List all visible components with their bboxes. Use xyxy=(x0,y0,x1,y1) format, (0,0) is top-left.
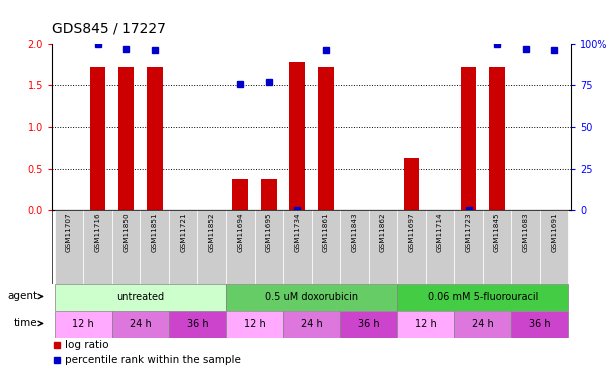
Text: GSM11716: GSM11716 xyxy=(95,213,101,252)
Bar xyxy=(112,310,169,338)
Bar xyxy=(489,67,505,210)
Bar xyxy=(283,310,340,338)
Bar xyxy=(169,210,197,284)
Bar xyxy=(283,210,312,284)
Text: 12 h: 12 h xyxy=(415,319,437,329)
Bar xyxy=(455,210,483,284)
Text: 24 h: 24 h xyxy=(130,319,152,329)
Bar xyxy=(340,310,397,338)
Text: log ratio: log ratio xyxy=(65,340,108,350)
Bar xyxy=(461,67,477,210)
Bar xyxy=(312,210,340,284)
Text: agent: agent xyxy=(7,291,37,302)
Text: GSM11691: GSM11691 xyxy=(551,213,557,252)
Bar xyxy=(426,210,455,284)
Bar xyxy=(226,310,283,338)
Text: GSM11723: GSM11723 xyxy=(466,213,472,252)
Text: GSM11707: GSM11707 xyxy=(66,213,72,252)
Bar xyxy=(511,210,540,284)
Text: GSM11861: GSM11861 xyxy=(323,213,329,252)
Text: 12 h: 12 h xyxy=(73,319,94,329)
Bar xyxy=(340,210,368,284)
Text: GSM11850: GSM11850 xyxy=(123,213,129,252)
Text: GDS845 / 17227: GDS845 / 17227 xyxy=(52,21,166,35)
Text: GSM11851: GSM11851 xyxy=(152,213,158,252)
Bar xyxy=(455,310,511,338)
Text: time: time xyxy=(14,318,37,328)
Bar xyxy=(511,310,568,338)
Text: GSM11695: GSM11695 xyxy=(266,213,272,252)
Bar xyxy=(261,178,277,210)
Text: 0.5 uM doxorubicin: 0.5 uM doxorubicin xyxy=(265,292,358,302)
Bar xyxy=(397,284,568,310)
Text: 36 h: 36 h xyxy=(529,319,551,329)
Text: GSM11843: GSM11843 xyxy=(351,213,357,252)
Text: 24 h: 24 h xyxy=(301,319,323,329)
Bar xyxy=(404,158,419,210)
Bar xyxy=(197,210,226,284)
Text: GSM11845: GSM11845 xyxy=(494,213,500,252)
Bar xyxy=(540,210,568,284)
Text: 36 h: 36 h xyxy=(186,319,208,329)
Bar xyxy=(290,62,305,210)
Bar xyxy=(55,284,226,310)
Text: 36 h: 36 h xyxy=(358,319,379,329)
Bar xyxy=(226,284,397,310)
Text: GSM11862: GSM11862 xyxy=(380,213,386,252)
Bar xyxy=(119,67,134,210)
Text: percentile rank within the sample: percentile rank within the sample xyxy=(65,355,241,365)
Bar xyxy=(55,310,112,338)
Text: GSM11683: GSM11683 xyxy=(522,213,529,252)
Text: GSM11721: GSM11721 xyxy=(180,213,186,252)
Bar xyxy=(255,210,283,284)
Text: GSM11734: GSM11734 xyxy=(295,213,301,252)
Bar xyxy=(318,67,334,210)
Text: untreated: untreated xyxy=(116,292,164,302)
Bar xyxy=(141,210,169,284)
Text: GSM11694: GSM11694 xyxy=(237,213,243,252)
Bar xyxy=(112,210,141,284)
Bar xyxy=(147,67,163,210)
Text: 24 h: 24 h xyxy=(472,319,494,329)
Bar xyxy=(397,210,426,284)
Bar xyxy=(232,178,248,210)
Text: GSM11697: GSM11697 xyxy=(409,213,414,252)
Bar xyxy=(55,210,83,284)
Text: 12 h: 12 h xyxy=(244,319,265,329)
Bar xyxy=(483,210,511,284)
Text: GSM11714: GSM11714 xyxy=(437,213,443,252)
Bar xyxy=(368,210,397,284)
Bar xyxy=(169,310,226,338)
Bar xyxy=(226,210,255,284)
Bar xyxy=(90,67,106,210)
Bar xyxy=(83,210,112,284)
Text: 0.06 mM 5-fluorouracil: 0.06 mM 5-fluorouracil xyxy=(428,292,538,302)
Text: GSM11852: GSM11852 xyxy=(209,213,214,252)
Bar xyxy=(397,310,455,338)
